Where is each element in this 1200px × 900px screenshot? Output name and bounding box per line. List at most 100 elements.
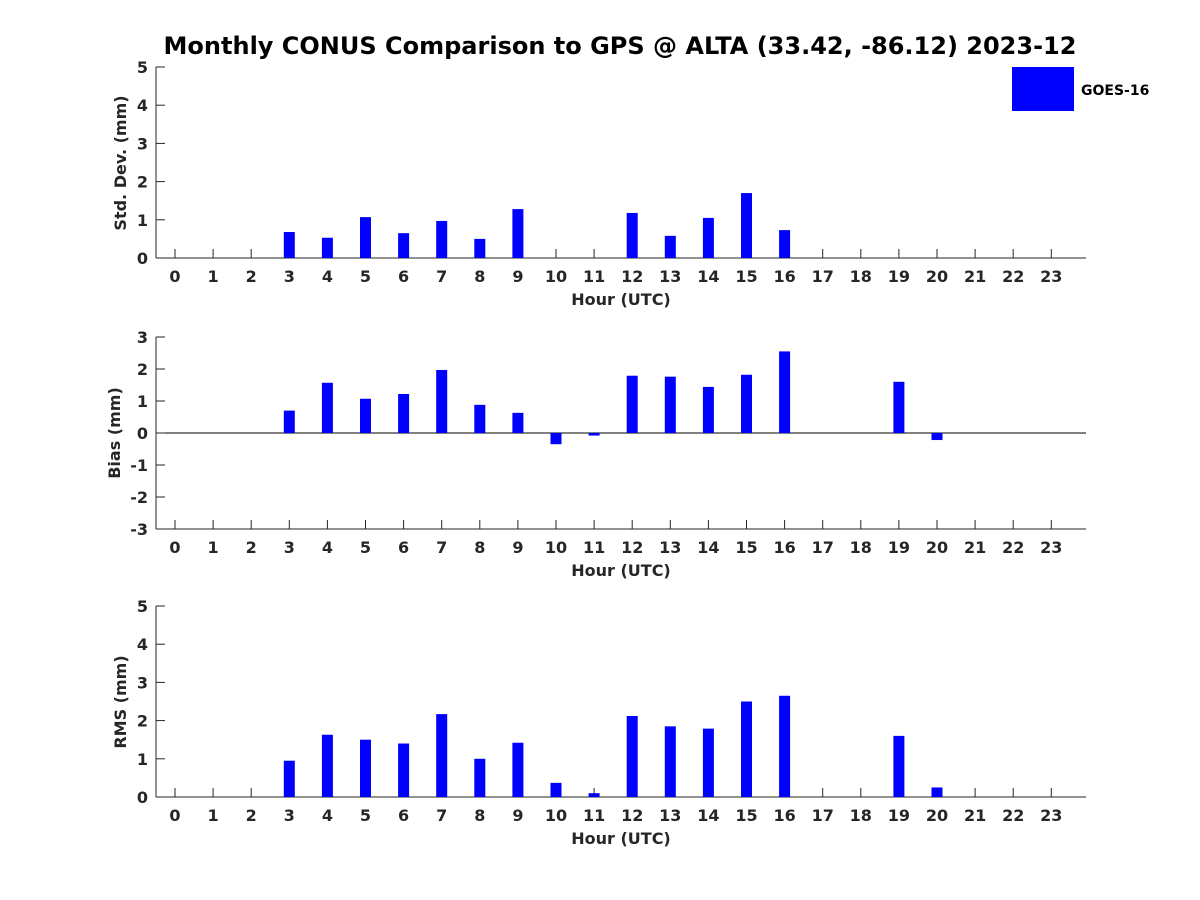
bias-x-tick-label: 18 bbox=[850, 538, 872, 557]
rms-x-tick-label: 15 bbox=[735, 806, 757, 825]
bias-bar bbox=[474, 404, 486, 433]
bias-bar bbox=[550, 433, 562, 445]
bias-x-tick-label: 4 bbox=[322, 538, 333, 557]
std-dev-bar bbox=[321, 237, 333, 258]
std-dev-bar bbox=[283, 232, 295, 258]
bias-bar bbox=[931, 433, 943, 441]
rms-y-axis-label: RMS (mm) bbox=[111, 655, 130, 748]
std-dev-x-tick-label: 23 bbox=[1040, 267, 1062, 286]
rms-x-tick-label: 0 bbox=[169, 806, 180, 825]
bias-y-tick-label: 1 bbox=[137, 392, 148, 411]
rms-bar bbox=[931, 787, 943, 797]
rms-y-tick-label: 2 bbox=[137, 712, 148, 731]
std-dev-bar bbox=[626, 212, 638, 258]
rms-bar bbox=[626, 716, 638, 797]
bias-x-tick-label: 16 bbox=[773, 538, 795, 557]
std-dev-x-tick-label: 18 bbox=[850, 267, 872, 286]
rms-x-tick-label: 1 bbox=[208, 806, 219, 825]
std-dev-y-tick-label: 0 bbox=[137, 249, 148, 268]
bias-x-tick-label: 20 bbox=[926, 538, 948, 557]
rms-x-tick-label: 3 bbox=[284, 806, 295, 825]
bias-x-tick-label: 7 bbox=[436, 538, 447, 557]
std-dev-x-tick-label: 6 bbox=[398, 267, 409, 286]
bias-x-tick-label: 22 bbox=[1002, 538, 1024, 557]
bias-y-tick-label: -3 bbox=[130, 520, 148, 539]
rms-x-tick-label: 10 bbox=[545, 806, 567, 825]
rms-bar bbox=[512, 742, 524, 797]
rms-x-tick-label: 17 bbox=[812, 806, 834, 825]
bias-bar bbox=[321, 382, 333, 433]
std-dev-x-tick-label: 20 bbox=[926, 267, 948, 286]
bias-y-tick-label: 2 bbox=[137, 360, 148, 379]
legend: GOES-16 bbox=[1012, 67, 1149, 111]
std-dev-x-tick-label: 22 bbox=[1002, 267, 1024, 286]
bias-bar bbox=[702, 386, 714, 433]
rms-x-axis-label: Hour (UTC) bbox=[571, 829, 671, 848]
rms-x-tick-label: 4 bbox=[322, 806, 333, 825]
rms-bar bbox=[664, 726, 676, 797]
std-dev-x-tick-label: 9 bbox=[512, 267, 523, 286]
rms-bar bbox=[321, 734, 333, 797]
std-dev-x-tick-label: 10 bbox=[545, 267, 567, 286]
bias-x-tick-label: 19 bbox=[888, 538, 910, 557]
std-dev-x-tick-label: 11 bbox=[583, 267, 605, 286]
std-dev-bar bbox=[436, 220, 448, 258]
rms-bar bbox=[702, 728, 714, 797]
legend-swatch bbox=[1012, 67, 1074, 111]
std-dev-bar bbox=[664, 235, 676, 258]
std-dev-bar bbox=[779, 230, 791, 258]
std-dev-y-tick-label: 4 bbox=[137, 96, 148, 115]
std-dev-x-tick-label: 21 bbox=[964, 267, 986, 286]
std-dev-x-tick-label: 16 bbox=[773, 267, 795, 286]
bias-x-tick-label: 21 bbox=[964, 538, 986, 557]
bias-x-tick-label: 23 bbox=[1040, 538, 1062, 557]
rms-x-tick-label: 12 bbox=[621, 806, 643, 825]
std-dev-y-tick-label: 5 bbox=[137, 58, 148, 77]
rms-y-tick-label: 3 bbox=[137, 673, 148, 692]
rms-bar bbox=[893, 735, 905, 797]
bias-bar bbox=[436, 369, 448, 433]
bias-x-tick-label: 5 bbox=[360, 538, 371, 557]
std-dev-x-tick-label: 12 bbox=[621, 267, 643, 286]
std-dev-x-tick-label: 5 bbox=[360, 267, 371, 286]
std-dev-x-tick-label: 7 bbox=[436, 267, 447, 286]
rms-x-tick-label: 19 bbox=[888, 806, 910, 825]
std-dev-x-tick-label: 14 bbox=[697, 267, 719, 286]
rms-x-tick-label: 16 bbox=[773, 806, 795, 825]
rms-x-tick-label: 13 bbox=[659, 806, 681, 825]
bias-x-tick-label: 1 bbox=[208, 538, 219, 557]
bias-x-tick-label: 13 bbox=[659, 538, 681, 557]
std-dev-bar bbox=[702, 217, 714, 258]
std-dev-x-tick-label: 13 bbox=[659, 267, 681, 286]
bias-x-tick-label: 2 bbox=[246, 538, 257, 557]
bias-bar bbox=[398, 393, 410, 433]
rms-x-tick-label: 8 bbox=[474, 806, 485, 825]
std-dev-x-tick-label: 4 bbox=[322, 267, 333, 286]
rms-bar bbox=[741, 701, 752, 797]
std-dev-y-tick-label: 3 bbox=[137, 134, 148, 153]
rms-y-tick-label: 5 bbox=[137, 597, 148, 616]
rms-x-tick-label: 7 bbox=[436, 806, 447, 825]
chart-title: Monthly CONUS Comparison to GPS @ ALTA (… bbox=[164, 32, 1077, 60]
std-dev-x-tick-label: 17 bbox=[812, 267, 834, 286]
rms-y-tick-label: 0 bbox=[137, 788, 148, 807]
std-dev-bar bbox=[474, 238, 486, 258]
std-dev-y-tick-label: 1 bbox=[137, 211, 148, 230]
bias-y-axis-label: Bias (mm) bbox=[105, 387, 124, 479]
std-dev-x-tick-label: 0 bbox=[169, 267, 180, 286]
bias-bar bbox=[664, 376, 676, 433]
bias-x-tick-label: 3 bbox=[284, 538, 295, 557]
bias-bar bbox=[283, 410, 295, 433]
rms-bar bbox=[283, 760, 295, 797]
rms-x-tick-label: 5 bbox=[360, 806, 371, 825]
bias-x-tick-label: 8 bbox=[474, 538, 485, 557]
bias-bar bbox=[360, 398, 371, 433]
rms-x-tick-label: 11 bbox=[583, 806, 605, 825]
bias-bar bbox=[779, 351, 791, 433]
rms-y-tick-label: 4 bbox=[137, 635, 148, 654]
std-dev-x-axis-label: Hour (UTC) bbox=[571, 290, 671, 309]
